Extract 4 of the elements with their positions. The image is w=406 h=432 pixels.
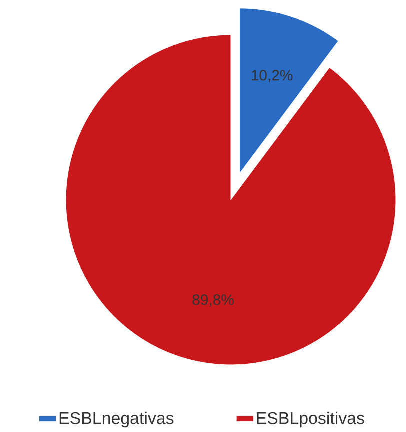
- data-label: 10,2%: [252, 70, 293, 82]
- data-label: 89,8%: [192, 294, 234, 307]
- legend-label: ESBLpositivas: [257, 412, 364, 428]
- legend-label: ESBLnegativas: [60, 412, 174, 428]
